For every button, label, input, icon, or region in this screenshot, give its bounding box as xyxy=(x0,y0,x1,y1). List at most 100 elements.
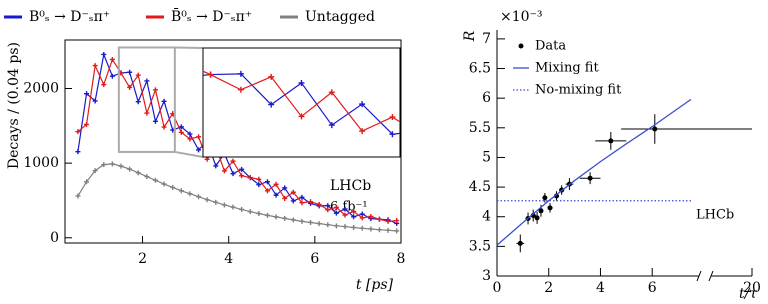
data-point xyxy=(273,192,279,198)
data-point xyxy=(351,214,357,220)
x-tick-label: 20 xyxy=(743,280,761,296)
data-point xyxy=(325,207,331,213)
data-point xyxy=(316,201,322,207)
series-layer xyxy=(56,58,759,228)
data-point xyxy=(571,156,577,162)
data-point xyxy=(753,199,759,205)
data-point xyxy=(662,216,668,222)
data-point xyxy=(264,188,270,194)
y-tick-label: 6 xyxy=(482,90,491,106)
data-point xyxy=(325,222,331,228)
data-point xyxy=(298,113,305,120)
data-point xyxy=(109,161,115,167)
data-point xyxy=(177,58,183,64)
data-point xyxy=(161,124,167,130)
data-point xyxy=(161,98,167,104)
data-point xyxy=(753,222,759,228)
axis-multiplier: ×10⁻³ xyxy=(500,9,543,25)
data-point xyxy=(376,227,382,233)
data-point xyxy=(547,205,553,211)
data-point xyxy=(127,69,133,75)
data-point xyxy=(178,124,184,130)
data-point xyxy=(178,188,184,194)
y-tick-label: 3 xyxy=(482,268,491,284)
y-tick-label: 6.5 xyxy=(469,61,491,77)
data-point xyxy=(541,148,547,154)
data-point xyxy=(84,121,90,127)
data-point xyxy=(385,218,391,224)
data-point xyxy=(239,206,245,212)
data-point xyxy=(351,208,357,214)
fit-line xyxy=(496,98,692,246)
zoom-connector xyxy=(174,46,204,49)
data-point xyxy=(394,228,400,234)
data-point xyxy=(389,131,396,138)
data-point xyxy=(101,51,107,57)
data-point xyxy=(282,185,288,191)
x-tick-label: 4 xyxy=(596,280,605,296)
data-point xyxy=(511,143,517,149)
data-point xyxy=(144,78,150,84)
data-point xyxy=(56,200,62,206)
x-tick-label: 4 xyxy=(224,251,233,267)
data-point xyxy=(420,128,426,134)
legend-label: Untagged xyxy=(305,9,375,25)
data-point xyxy=(256,211,262,217)
data-point xyxy=(256,176,262,182)
data-point xyxy=(196,134,202,140)
data-point xyxy=(247,175,253,181)
data-point xyxy=(342,212,348,218)
x-tick-label: 6 xyxy=(648,280,657,296)
data-point xyxy=(178,129,184,135)
data-point xyxy=(480,138,486,144)
data-point xyxy=(127,166,133,172)
data-point xyxy=(247,209,253,215)
data-point xyxy=(342,224,348,230)
data-point xyxy=(290,189,296,195)
y-axis-label: Decays / (0.04 ps) xyxy=(6,42,22,169)
data-point xyxy=(450,135,456,141)
annotation: LHCb xyxy=(330,178,371,194)
data-point xyxy=(693,188,699,194)
data-line xyxy=(77,58,397,223)
data-point xyxy=(256,182,262,188)
zoom-region xyxy=(117,46,176,153)
annotation: LHCb xyxy=(696,208,734,223)
data-point xyxy=(308,199,314,205)
data-point xyxy=(328,122,335,129)
data-point xyxy=(177,166,183,172)
x-tick-label: 0 xyxy=(493,280,502,296)
data-point xyxy=(534,215,540,221)
legend-label: B̄⁰ₛ → D⁻ₛπ⁺ xyxy=(171,7,252,25)
data-point xyxy=(602,212,608,218)
data-point xyxy=(268,176,274,182)
axis-break xyxy=(696,270,714,282)
data-point xyxy=(450,140,456,146)
data-point xyxy=(109,73,115,79)
data-point xyxy=(86,185,92,191)
data-point xyxy=(298,79,305,86)
data-point xyxy=(693,182,699,188)
data-point xyxy=(117,173,123,179)
zoom-connector xyxy=(174,150,204,158)
y-tick-label: 3.5 xyxy=(469,238,491,254)
data-point xyxy=(420,194,426,200)
data-point xyxy=(753,188,759,194)
data-point xyxy=(161,181,167,187)
x-axis-label: t/τ xyxy=(739,286,757,302)
data-point xyxy=(268,73,275,80)
data-point xyxy=(92,98,98,104)
data-line xyxy=(77,163,397,232)
data-point xyxy=(237,70,244,77)
x-axis-label: t [ps] xyxy=(356,277,394,293)
data-point xyxy=(290,198,296,204)
y-tick-label: 1000 xyxy=(23,155,59,171)
data-point xyxy=(208,169,214,175)
x-tick-label: 8 xyxy=(397,251,406,267)
data-point xyxy=(147,167,153,173)
data-point xyxy=(273,181,279,187)
data-point xyxy=(56,133,62,139)
x-tick-label: 6 xyxy=(310,251,319,267)
data-point xyxy=(359,225,365,231)
